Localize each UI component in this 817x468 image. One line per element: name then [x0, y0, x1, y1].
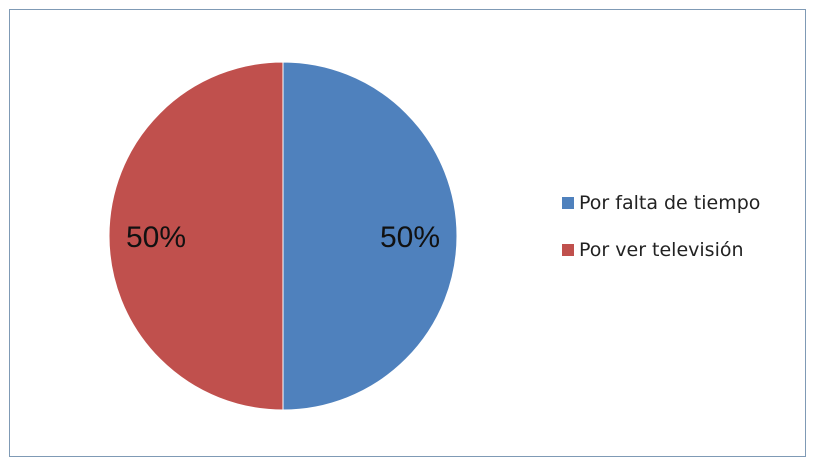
legend-item-por-ver-television: Por ver televisión [562, 238, 760, 262]
pie-slice-por-ver-television [108, 61, 284, 411]
legend-item-por-falta-de-tiempo: Por falta de tiempo [562, 191, 760, 215]
data-label-por-falta-de-tiempo: 50% [380, 221, 440, 254]
legend: Por falta de tiempo Por ver televisión [562, 191, 760, 285]
legend-swatch-por-ver-television [562, 244, 574, 256]
legend-label-por-ver-television: Por ver televisión [579, 239, 744, 261]
pie-slice-por-falta-de-tiempo [282, 61, 458, 411]
legend-label-por-falta-de-tiempo: Por falta de tiempo [579, 192, 761, 214]
legend-swatch-por-falta-de-tiempo [562, 197, 574, 209]
data-label-por-ver-television: 50% [126, 221, 186, 254]
